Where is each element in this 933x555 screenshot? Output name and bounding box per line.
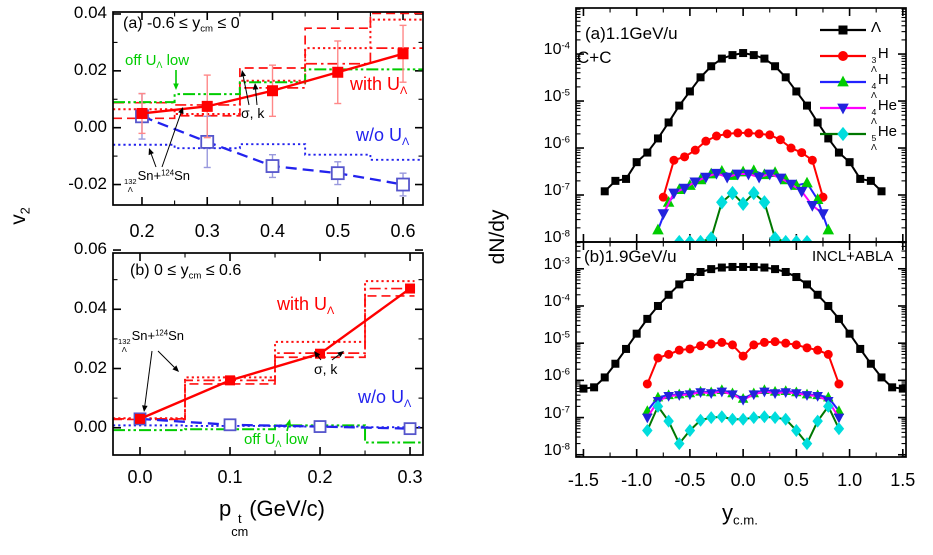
- panel-panel-b-1.9gevu: [575, 241, 907, 458]
- axis-ticks: [113, 12, 423, 205]
- annotation-arrow: [240, 70, 250, 106]
- series-wo-U-Lambda: [135, 92, 410, 197]
- series-hyperhelium4-4LHe: [657, 168, 829, 221]
- series-k-variation-hist-dotted: [113, 18, 423, 116]
- panel-panel-a: [112, 11, 424, 206]
- annotation-arrow: [173, 70, 179, 90]
- series-Lambda: [600, 49, 886, 196]
- series-with-U-Lambda: [135, 283, 416, 424]
- series-hypertriton-3LH: [642, 337, 844, 389]
- annotation-arrow: [142, 350, 153, 412]
- annotation-arrow: [148, 148, 157, 168]
- annotation-arrow: [252, 83, 259, 106]
- annotation-arrow: [157, 350, 179, 372]
- series-variation-hist-dashdot: [113, 287, 415, 420]
- legend: [820, 25, 866, 142]
- series-wo-U-hist-dotted: [113, 424, 423, 429]
- annotation-arrow: [314, 351, 322, 361]
- panel-panel-a-1.1gevu: [575, 7, 907, 243]
- panel-frame: [575, 241, 907, 458]
- series-hyperhelium5-5LHe: [673, 185, 813, 242]
- annotation-arrow: [161, 107, 184, 168]
- series-wo-U-hist-dotted: [113, 143, 423, 161]
- series-variation-hist-dashdot: [113, 47, 423, 106]
- annotation-arrow: [285, 419, 292, 432]
- panel-panel-b: [112, 249, 424, 456]
- annotation-arrow: [331, 351, 344, 361]
- series-hyperhelium5-5LHe: [642, 399, 845, 451]
- series-hyperhelium4-4LHe: [642, 387, 845, 424]
- series-k-variation-hist-dotted: [113, 280, 415, 420]
- panel-frame: [112, 11, 424, 206]
- series-wo-U-Lambda: [133, 412, 417, 436]
- series-hypertriton-3LH: [658, 128, 828, 202]
- series-with-U-Lambda: [136, 24, 409, 139]
- series-Lambda: [579, 262, 906, 393]
- panel-frame: [112, 252, 424, 456]
- series-sigma-variation-hist-dashed: [113, 295, 415, 421]
